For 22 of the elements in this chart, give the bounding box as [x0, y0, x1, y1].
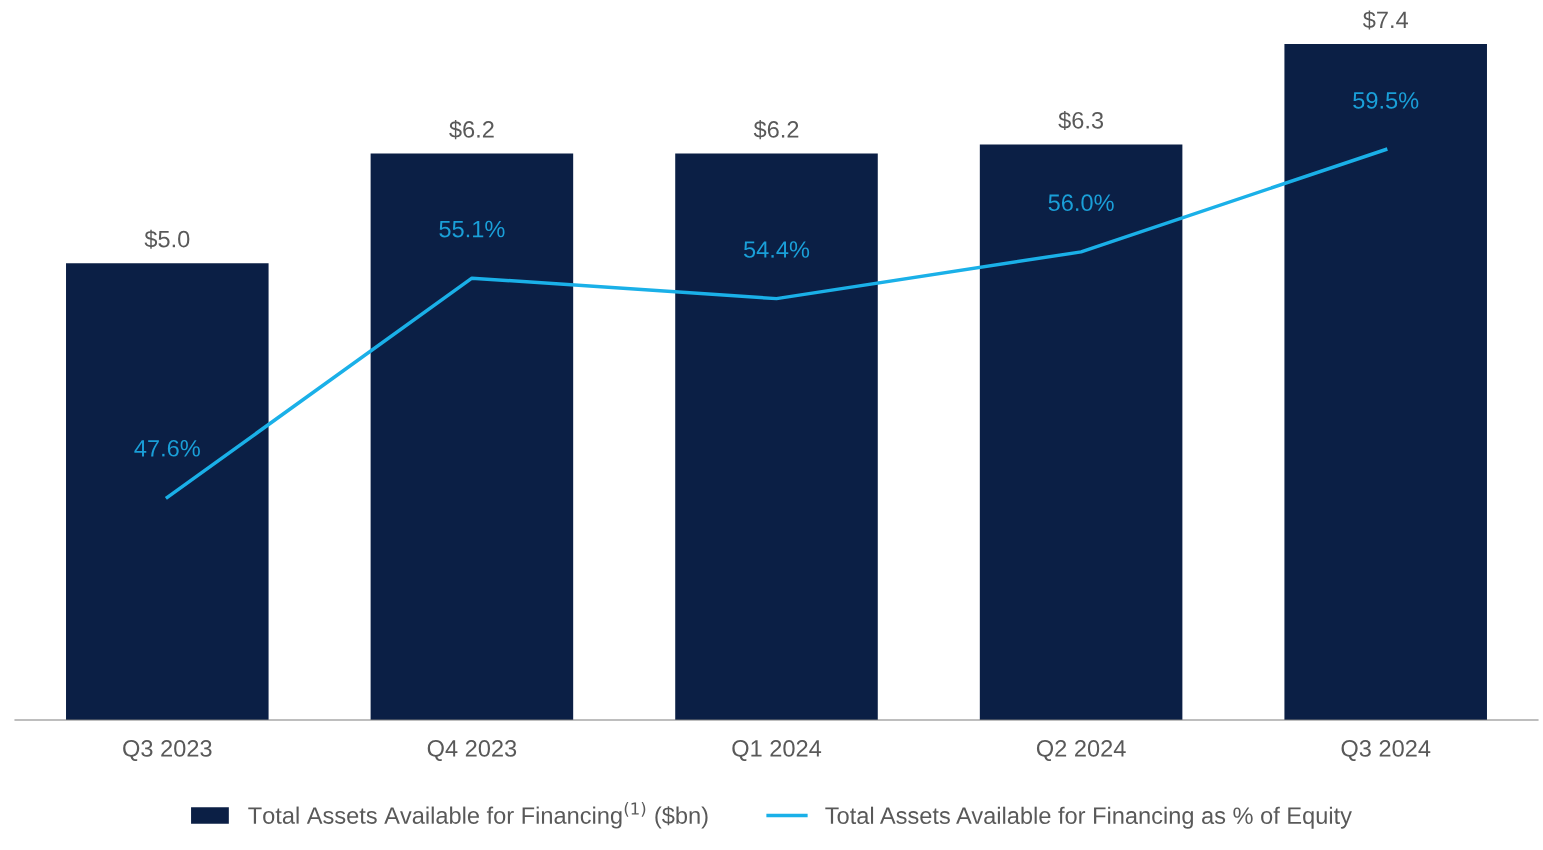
data-label: 55.1% — [439, 220, 505, 238]
data-label: $6.3 — [1058, 110, 1104, 131]
bar — [979, 144, 1183, 720]
bar — [370, 153, 574, 720]
bar — [66, 263, 269, 720]
data-label: $7.4 — [1362, 10, 1408, 30]
data-label: $6.2 — [449, 120, 494, 140]
x-tick-label: Q3 2023 — [123, 740, 212, 762]
legend-label: Total Assets Available for Financing as % of Equity — [825, 806, 1352, 829]
data-label: $6.2 — [753, 120, 799, 140]
bar — [675, 153, 878, 720]
data-label: $5.0 — [144, 229, 190, 249]
data-label: 47.6% — [134, 439, 200, 457]
x-tick-label: Q1 2024 — [732, 740, 822, 762]
data-label: 56.0% — [1048, 194, 1114, 212]
x-tick-label: Q3 2024 — [1341, 740, 1431, 762]
data-label: 59.5% — [1353, 92, 1419, 109]
x-tick-label: Q4 2023 — [427, 740, 517, 762]
data-label: 54.4% — [743, 241, 810, 258]
bar — [1284, 43, 1487, 720]
x-tick-label: Q2 2024 — [1036, 740, 1126, 762]
legend-label: Total Assets Available for Financing$^{(1)}$ ($bn) — [248, 802, 708, 829]
